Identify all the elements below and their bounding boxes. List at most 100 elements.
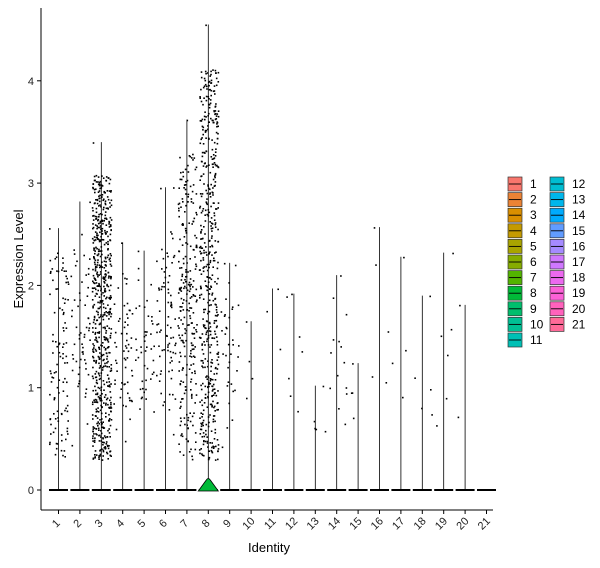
y-tick-label-1: 1 [28, 383, 34, 395]
x-tick-label-15: 15 [347, 515, 364, 532]
y-tick-label-0: 0 [28, 485, 34, 497]
y-tick-label-3: 3 [28, 178, 34, 190]
violin-11 [263, 288, 282, 491]
legend-item-16: 16 [549, 239, 586, 254]
x-tick-label-16: 16 [369, 515, 386, 532]
violin-18 [412, 295, 432, 491]
legend-item-21: 21 [549, 317, 586, 332]
legend-item-14: 14 [549, 207, 586, 223]
legend-label-4: 4 [530, 224, 537, 238]
violin-10 [241, 321, 261, 491]
jitter-points [49, 24, 461, 461]
legend-item-3: 3 [507, 207, 537, 223]
legend-label-18: 18 [572, 271, 586, 285]
violin-body-8 [197, 478, 220, 492]
points-1 [49, 228, 70, 458]
x-tick-label-17: 17 [390, 515, 407, 532]
legend-label-13: 13 [572, 193, 586, 207]
legend-item-6: 6 [507, 254, 537, 270]
legend-label-17: 17 [572, 255, 586, 269]
points-10 [245, 321, 254, 400]
x-tick-label-21: 21 [476, 515, 493, 532]
points-8 [198, 24, 220, 461]
legend-label-15: 15 [572, 224, 586, 238]
violin-2 [70, 201, 90, 491]
y-axis-ticks: 0 1 2 3 4 [28, 76, 41, 497]
legend-label-14: 14 [572, 208, 586, 222]
legend-item-18: 18 [549, 270, 586, 285]
x-tick-label-12: 12 [283, 515, 300, 532]
legend-label-11: 11 [530, 333, 543, 347]
points-12 [286, 293, 304, 413]
legend-label-1: 1 [530, 177, 537, 191]
points-15 [350, 363, 355, 420]
x-axis-title: Identity [248, 540, 290, 555]
legend-item-12: 12 [549, 176, 586, 192]
legend-item-11: 11 [507, 332, 543, 348]
points-17 [391, 256, 407, 399]
legend-label-7: 7 [530, 271, 537, 285]
violin-12 [284, 293, 304, 491]
violin-13 [305, 385, 325, 491]
legend-item-5: 5 [507, 239, 537, 254]
legend-item-17: 17 [549, 254, 586, 270]
x-tick-label-9: 9 [221, 517, 234, 530]
points-4 [113, 242, 134, 443]
x-tick-label-1: 1 [50, 517, 63, 530]
legend-label-9: 9 [530, 302, 537, 316]
x-tick-label-5: 5 [136, 517, 149, 530]
x-tick-label-3: 3 [93, 517, 106, 530]
points-14 [329, 275, 348, 426]
x-tick-label-19: 19 [433, 515, 450, 532]
points-13 [313, 385, 327, 433]
violin-14 [327, 275, 347, 491]
legend-label-2: 2 [530, 193, 537, 207]
violin-5 [134, 250, 154, 491]
legend-item-9: 9 [507, 301, 537, 317]
legend-label-19: 19 [572, 286, 586, 300]
points-16 [371, 227, 390, 384]
legend-label-10: 10 [530, 317, 544, 331]
violin-16 [370, 227, 389, 491]
x-tick-label-10: 10 [240, 515, 257, 532]
y-tick-label-2: 2 [28, 280, 34, 292]
x-tick-label-18: 18 [412, 515, 429, 532]
legend-label-20: 20 [572, 302, 586, 316]
points-2 [70, 201, 91, 447]
legend-item-13: 13 [549, 192, 586, 207]
legend-label-12: 12 [572, 177, 586, 191]
x-tick-label-4: 4 [114, 517, 127, 530]
legend-item-10: 10 [507, 317, 544, 332]
points-19 [436, 252, 454, 427]
points-7 [177, 119, 198, 461]
violin-8 [197, 24, 220, 492]
legend-label-5: 5 [530, 239, 537, 253]
x-tick-label-13: 13 [305, 515, 322, 532]
violin-17 [391, 256, 411, 491]
x-tick-label-14: 14 [326, 515, 343, 532]
legend-label-16: 16 [572, 239, 586, 253]
points-18 [414, 295, 433, 416]
legend-item-8: 8 [507, 285, 537, 301]
points-5 [135, 250, 155, 413]
points-11 [266, 288, 282, 351]
points-3 [91, 142, 113, 461]
x-tick-label-20: 20 [454, 515, 471, 532]
violin-series [49, 24, 496, 492]
violin-4 [113, 242, 133, 491]
legend-item-19: 19 [549, 285, 586, 301]
legend-item-4: 4 [507, 223, 537, 239]
violin-7 [177, 119, 197, 491]
points-6 [156, 187, 177, 436]
legend-label-6: 6 [530, 255, 537, 269]
violin-15 [348, 363, 368, 491]
x-axis: 1 2 3 4 5 6 7 8 9 10 11 12 13 14 15 16 17 18 19 20 21 [41, 509, 493, 532]
violin-9 [220, 262, 240, 491]
x-tick-label-6: 6 [157, 517, 170, 530]
violin-19 [434, 252, 454, 491]
points-9 [220, 262, 240, 449]
y-axis-title: Expression Level [11, 209, 26, 308]
legend-label-8: 8 [530, 286, 537, 300]
legend-item-2: 2 [507, 192, 537, 207]
legend-label-21: 21 [572, 317, 586, 331]
